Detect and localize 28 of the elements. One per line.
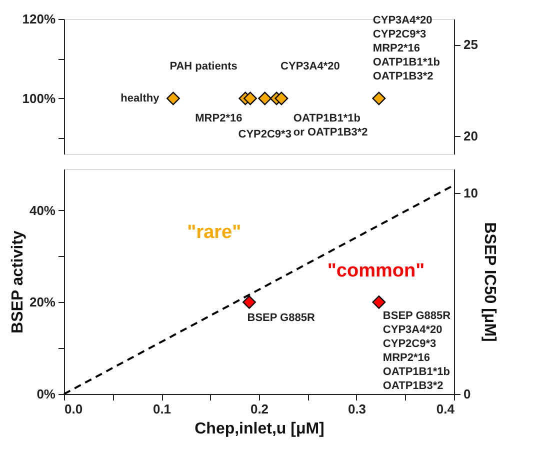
annotation: BSEP G885R CYP3A4*20 CYP2C9*3 MRP2*16 OATP1B1*1b OATP1B3*2 bbox=[382, 310, 451, 392]
annotation: BSEP G885R bbox=[247, 312, 315, 324]
y2-tick-label: 20 bbox=[464, 128, 478, 144]
annotation: CYP3A4*20 CYP2C9*3 MRP2*16 OATP1B1*1b OATP1B3*2 bbox=[372, 14, 440, 82]
x-axis-title: Chep,inlet,u [μM] bbox=[194, 420, 324, 438]
y-tick-label: 0% bbox=[36, 386, 56, 402]
x-tick-label: 0.4 bbox=[436, 402, 456, 416]
annotation: CYP2C9*3 bbox=[238, 128, 292, 140]
annotation: OATP1B1*1b or OATP1B3*2 bbox=[293, 112, 368, 138]
y-axis-title: BSEP activity bbox=[9, 230, 26, 334]
x-tick-label: 0.1 bbox=[152, 402, 172, 416]
x-tick-label: 0.3 bbox=[348, 402, 366, 416]
x-tick-label: 0.2 bbox=[250, 402, 269, 416]
y2-tick-label: 0 bbox=[464, 386, 471, 402]
x-tick-label: 0.0 bbox=[64, 402, 83, 416]
annotation: MRP2*16 bbox=[195, 112, 242, 124]
y-tick-label: 100% bbox=[22, 90, 56, 106]
annotation: "rare" bbox=[187, 222, 242, 243]
y-tick-label: 20% bbox=[29, 294, 56, 310]
annotation: healthy bbox=[120, 92, 160, 104]
y-tick-label: 120% bbox=[22, 12, 56, 26]
y-tick-label: 40% bbox=[29, 202, 56, 218]
annotation: CYP3A4*20 bbox=[280, 60, 340, 72]
annotation: PAH patients bbox=[170, 60, 238, 72]
y2-axis-title: BSEP IC50 [μM] bbox=[480, 222, 498, 342]
y2-tick-label: 10 bbox=[464, 186, 478, 201]
y2-tick-label: 25 bbox=[464, 37, 478, 52]
annotation: "common" bbox=[327, 260, 425, 282]
